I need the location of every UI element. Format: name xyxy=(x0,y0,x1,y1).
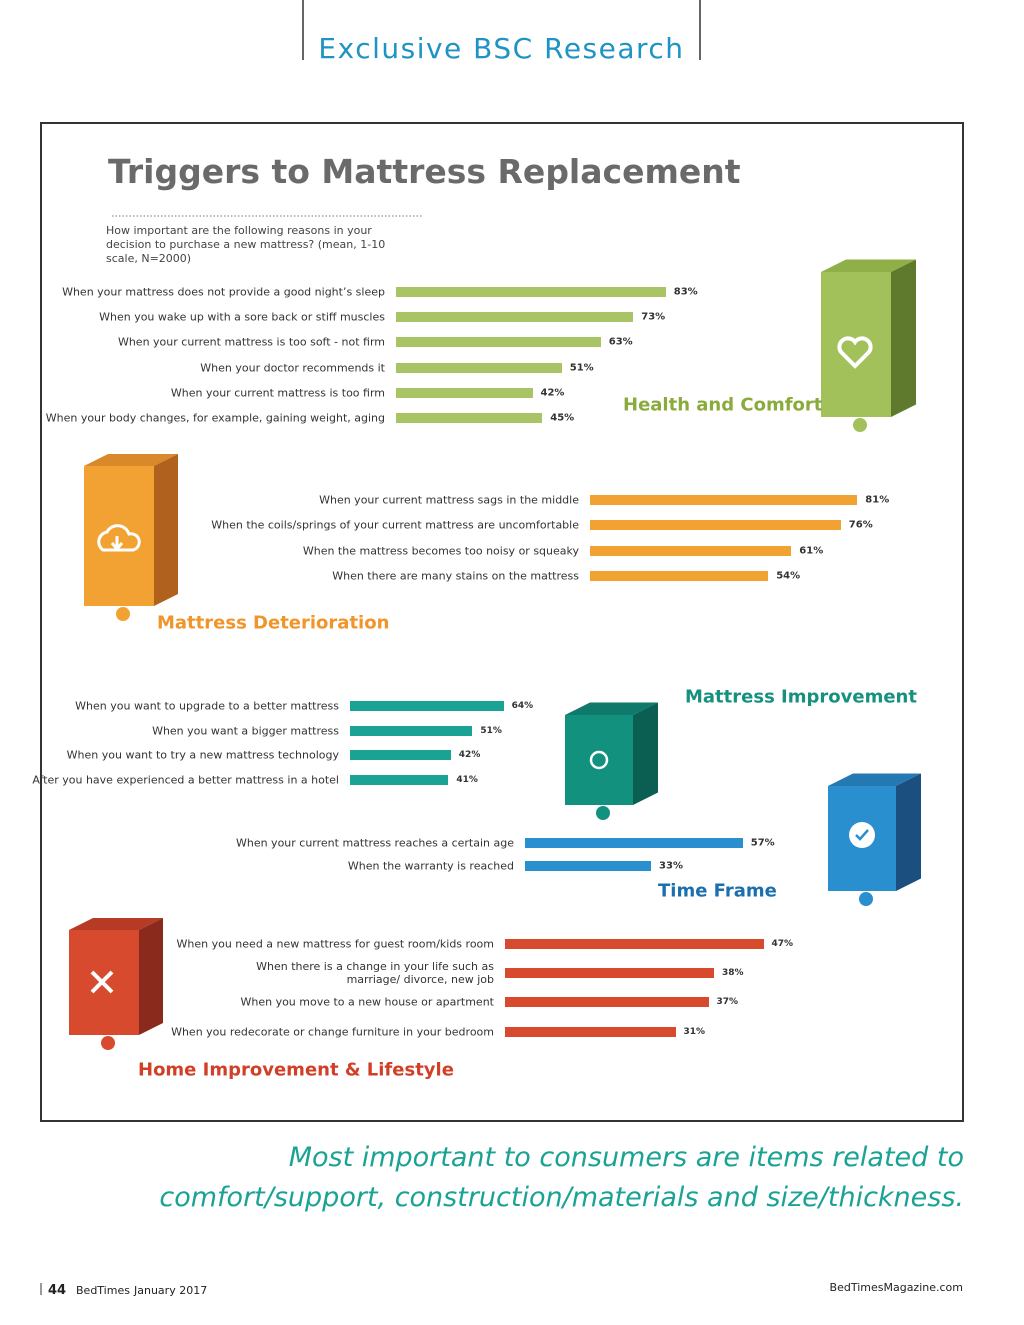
icon-shape xyxy=(565,715,633,805)
bar xyxy=(505,939,764,949)
category-label: When your current mattress sags in the m… xyxy=(319,493,579,507)
value-label: 54% xyxy=(776,570,801,582)
bar xyxy=(590,571,769,581)
bar xyxy=(396,413,543,423)
value-label: 37% xyxy=(716,997,739,1007)
category-label: When your mattress does not provide a go… xyxy=(62,285,385,299)
icon-shape xyxy=(90,970,114,994)
category-label: When your current mattress is too firm xyxy=(170,386,385,400)
value-label: 73% xyxy=(641,311,666,323)
group-title: Mattress Deterioration xyxy=(157,612,390,634)
icon-shape xyxy=(891,259,916,417)
icon-shape xyxy=(565,702,658,715)
bar xyxy=(396,312,634,322)
bar xyxy=(505,997,709,1007)
icon-shape xyxy=(821,259,916,272)
bar xyxy=(396,363,562,373)
group-title: Home Improvement & Lifestyle xyxy=(138,1059,454,1081)
category-label: After you have experienced a better matt… xyxy=(32,773,339,787)
icon-shape xyxy=(84,454,178,466)
value-label: 83% xyxy=(673,286,698,298)
value-label: 45% xyxy=(550,412,575,424)
quote: Most important to consumers are items re… xyxy=(159,1142,964,1213)
value-label: 63% xyxy=(608,336,633,348)
bar xyxy=(590,520,841,530)
value-label: 33% xyxy=(659,860,683,872)
value-label: 51% xyxy=(569,362,594,374)
website: BedTimesMagazine.com xyxy=(829,1281,963,1294)
icon-shape xyxy=(139,918,163,1035)
group-title: Mattress Improvement xyxy=(685,686,917,708)
value-label: 41% xyxy=(456,775,478,785)
icon-shape xyxy=(596,806,610,820)
icon-shape xyxy=(828,773,921,786)
bar xyxy=(350,726,473,736)
icon-shape xyxy=(110,536,124,552)
value-label: 57% xyxy=(750,837,775,849)
value-label: 42% xyxy=(540,387,565,399)
page-number: 44 xyxy=(48,1283,67,1298)
icon-shape xyxy=(837,336,873,369)
bar xyxy=(350,775,449,785)
bar xyxy=(525,861,652,871)
icon-shape xyxy=(821,272,891,417)
value-label: 64% xyxy=(511,701,534,711)
group-title: Health and Comfort xyxy=(623,394,823,416)
icon-shape xyxy=(853,418,867,432)
icon-shape xyxy=(633,702,658,805)
bar xyxy=(525,838,743,848)
category-label: When the warranty is reached xyxy=(347,859,514,873)
value-label: 76% xyxy=(848,519,873,531)
icon-shape xyxy=(97,524,141,552)
category-label: When you want to upgrade to a better mat… xyxy=(75,699,339,713)
date: January 2017 xyxy=(134,1284,208,1297)
bar xyxy=(350,750,451,760)
icon-shape xyxy=(589,750,609,770)
icon-shape xyxy=(896,773,921,891)
value-label: 38% xyxy=(722,968,744,978)
icon-shape xyxy=(69,918,163,930)
category-label: When your current mattress is too soft -… xyxy=(117,335,385,349)
category-label: When you want to try a new mattress tech… xyxy=(66,748,339,762)
bar xyxy=(590,546,792,556)
category-label: When your doctor recommends it xyxy=(200,361,385,375)
icon-shape xyxy=(154,454,178,606)
value-label: 42% xyxy=(458,750,481,760)
icon-shape xyxy=(859,892,873,906)
magazine: BedTimes xyxy=(76,1284,130,1297)
bar xyxy=(396,388,533,398)
value-label: 31% xyxy=(683,1027,706,1037)
category-label: When the coils/springs of your current m… xyxy=(211,518,579,532)
icon-shape xyxy=(855,829,869,841)
bar xyxy=(505,968,714,978)
value-label: 47% xyxy=(771,939,794,949)
value-label: 51% xyxy=(480,726,502,736)
group-title: Time Frame xyxy=(658,880,777,902)
category-label: When you redecorate or change furniture … xyxy=(171,1025,494,1039)
subtitle: How important are the following reasons … xyxy=(106,224,386,265)
category-label: When there is a change in your life such… xyxy=(256,960,494,986)
category-label: When the mattress becomes too noisy or s… xyxy=(302,544,579,558)
bar xyxy=(396,287,666,297)
category-label: When you want a bigger mattress xyxy=(152,724,339,738)
icon-shape xyxy=(101,1036,115,1050)
bar xyxy=(590,495,858,505)
bar xyxy=(350,701,504,711)
value-label: 81% xyxy=(865,494,890,506)
category-label: When there are many stains on the mattre… xyxy=(332,569,579,583)
category-label: When you need a new mattress for guest r… xyxy=(176,937,494,951)
category-label: When your current mattress reaches a cer… xyxy=(235,836,514,850)
value-label: 61% xyxy=(799,545,824,557)
section-title: Exclusive BSC Research xyxy=(318,32,685,65)
icon-shape xyxy=(84,466,154,606)
bar xyxy=(396,337,601,347)
category-label: When you wake up with a sore back or sti… xyxy=(99,310,385,324)
chart-title: Triggers to Mattress Replacement xyxy=(108,152,741,191)
bar xyxy=(505,1027,676,1037)
icon-shape xyxy=(116,607,130,621)
category-label: When your body changes, for example, gai… xyxy=(45,411,385,425)
category-label: When you move to a new house or apartmen… xyxy=(240,995,494,1009)
